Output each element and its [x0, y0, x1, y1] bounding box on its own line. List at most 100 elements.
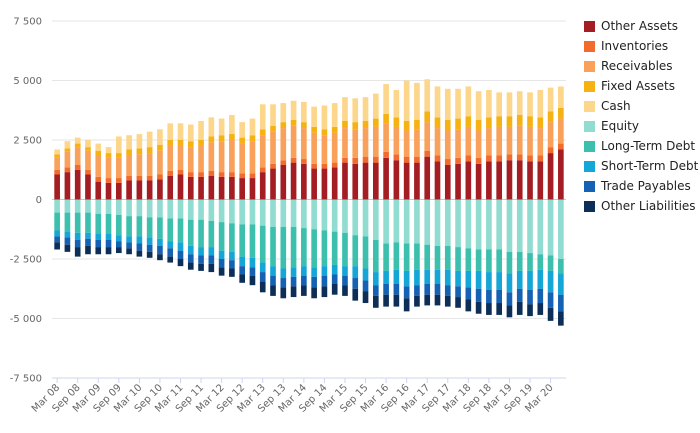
bar-segment: Trade Payables Dec 08: -300: [85, 238, 91, 246]
bar-segment: Receivables Mar 12: 1300: [218, 141, 225, 173]
bar-segment: Trade Payables Dec 14: -400: [331, 274, 338, 284]
bar-segment: Fixed Assets Dec 17: 450: [455, 118, 461, 130]
bar-segment: Fixed Assets Jun 18: 450: [475, 119, 482, 131]
bar-segment: Trade Payables Sep 15: -450: [362, 280, 369, 292]
bar-segment: Long-Term Debt Jun 20: -600: [558, 259, 564, 274]
bar-segment: Cash Sep 14: 1000: [321, 105, 328, 130]
legend-item[interactable]: Other Assets: [584, 16, 698, 36]
bar-segment: Cash Dec 17: 1250: [455, 88, 461, 119]
bar-segment: Other Liabilities Dec 08: -350: [85, 245, 91, 255]
bar-segment: Short-Term Debt Dec 08: -250: [85, 232, 91, 239]
bar-segment: Short-Term Debt Dec 12: -400: [249, 257, 256, 268]
bar-segment: Other Assets Jun 19: 1650: [516, 160, 523, 200]
bar-segment: Other Assets Dec 09: 800: [126, 180, 132, 200]
bar-segment: Receivables Dec 16: 1150: [414, 129, 420, 157]
bar-segment: Inventories Dec 19: 250: [537, 155, 544, 162]
bar-segment: Inventories Sep 12: 200: [239, 173, 245, 179]
bar-segment: Cash Jun 08: 300: [64, 141, 71, 149]
bar-segment: Short-Term Debt Jun 09: -250: [105, 234, 112, 240]
bar-segment: Other Liabilities Dec 14: -450: [331, 283, 338, 295]
bar-segment: Cash Sep 18: 1150: [486, 90, 492, 118]
bar-segment: Fixed Assets Jun 08: 150: [64, 148, 71, 152]
bar-segment: Fixed Assets Dec 10: 250: [167, 140, 174, 146]
bar-segment: Receivables Mar 18: 1200: [465, 126, 472, 156]
legend-item[interactable]: Equity: [584, 116, 698, 136]
legend-item[interactable]: Receivables: [584, 56, 698, 76]
y-tick-label: -7 500: [10, 374, 42, 385]
bar-segment: Other Assets Sep 19: 1600: [527, 161, 533, 200]
bar-segment: Long-Term Debt Jun 13: -1650: [270, 226, 276, 267]
bar-segment: Fixed Assets Dec 18: 450: [496, 116, 502, 127]
legend-item[interactable]: Fixed Assets: [584, 76, 698, 96]
legend-item[interactable]: Cash: [584, 96, 698, 116]
bar-segment: Fixed Assets Sep 08: 150: [74, 143, 81, 148]
bar-segment: Short-Term Debt Jun 15: -500: [352, 266, 359, 279]
legend-label: Long-Term Debt: [601, 139, 696, 153]
legend-item[interactable]: Trade Payables: [584, 176, 698, 196]
bar-segment: Inventories Mar 11: 200: [177, 169, 184, 175]
bar-segment: Cash Dec 18: 1000: [496, 92, 502, 117]
bar-segment: Cash Jun 15: 1000: [352, 98, 359, 123]
bar-segment: Short-Term Debt Jun 14: -400: [311, 267, 317, 277]
bar-segment: Cash Mar 14: 850: [301, 101, 307, 123]
bar-segment: Short-Term Debt Jun 20: -900: [558, 273, 564, 295]
bar-segment: Short-Term Debt Dec 18: -750: [496, 272, 502, 290]
bar-segment: Receivables Jun 18: 1150: [475, 130, 482, 158]
bar-segment: Long-Term Debt Sep 08: -850: [74, 212, 81, 233]
bar-segment: Trade Payables Dec 19: -600: [537, 288, 544, 304]
bar-segment: Cash Sep 19: 1000: [527, 92, 533, 117]
bar-segment: Fixed Assets Mar 13: 250: [259, 129, 266, 136]
bar-segment: Inventories Dec 18: 250: [496, 155, 502, 162]
legend-swatch: [584, 200, 595, 212]
bar-segment: Receivables Dec 19: 1150: [537, 128, 544, 156]
bar-segment: Fixed Assets Mar 11: 250: [177, 140, 184, 146]
bar-segment: Trade Payables Mar 16: -450: [383, 283, 389, 295]
bar-segment: Other Assets Sep 08: 1250: [74, 169, 81, 200]
bar-segment: Trade Payables Dec 09: -250: [126, 242, 132, 249]
bar-segment: Other Liabilities Sep 15: -500: [362, 291, 369, 304]
bar-segment: Long-Term Debt Sep 16: -1150: [403, 243, 410, 271]
bar-segment: Other Liabilities Mar 14: -450: [301, 285, 307, 296]
bar-segment: Receivables Sep 19: 1200: [527, 126, 533, 156]
bar-segment: Short-Term Debt Mar 13: -400: [259, 262, 266, 273]
bar-segment: Equity Jun 13: -1150: [270, 199, 276, 227]
bar-segment: Short-Term Debt Sep 16: -650: [403, 270, 410, 287]
bar-segment: Long-Term Debt Sep 13: -1750: [280, 226, 287, 269]
bar-segment: Inventories Jun 17: 250: [434, 155, 441, 162]
bar-segment: Other Liabilities Dec 10: -250: [167, 256, 174, 263]
legend-item[interactable]: Other Liabilities: [584, 196, 698, 216]
bar-segment: Equity Sep 11: -850: [198, 199, 204, 220]
bar-segment: Short-Term Debt Mar 20: -900: [547, 270, 554, 293]
bar-segment: Fixed Assets Jun 14: 250: [311, 126, 317, 133]
legend-item[interactable]: Short-Term Debt: [584, 156, 698, 176]
bar-segment: Equity Sep 12: -1050: [239, 199, 245, 225]
bar-segment: Equity Jun 16: -1800: [393, 199, 400, 243]
bar-segment: Other Liabilities Sep 11: -300: [198, 263, 204, 271]
bar-segment: Cash Dec 19: 1150: [537, 90, 544, 118]
bar-segment: Receivables Jun 15: 1200: [352, 129, 359, 158]
bar-segment: Fixed Assets Dec 09: 250: [126, 149, 132, 156]
bar-segment: Inventories Dec 08: 200: [85, 169, 91, 175]
bar-segment: Equity Sep 10: -750: [157, 199, 163, 218]
bar-segment: Cash Sep 11: 800: [198, 120, 204, 140]
bar-segment: Inventories Sep 10: 200: [157, 174, 163, 180]
bar-segment: Equity Mar 13: -1100: [259, 199, 266, 226]
bar-segment: Other Assets Sep 10: 850: [157, 179, 163, 200]
bar-segment: Cash Dec 16: 1550: [414, 82, 420, 120]
bar-segment: Other Assets Jun 08: 1150: [64, 172, 71, 200]
legend-item[interactable]: Inventories: [584, 36, 698, 56]
bar-segment: Long-Term Debt Dec 15: -1350: [372, 239, 379, 273]
bar-segment: Fixed Assets Mar 12: 250: [218, 135, 225, 142]
bar-segment: Cash Sep 10: 650: [157, 129, 163, 145]
bar-segment: Short-Term Debt Mar 16: -550: [383, 270, 389, 284]
bar-segment: Other Assets Dec 14: 1350: [331, 167, 338, 200]
bar-segment: Receivables Sep 12: 1250: [239, 143, 245, 174]
bar-segment: Cash Sep 08: 250: [74, 137, 81, 144]
bar-segment: Other Liabilities Sep 08: -400: [74, 247, 81, 257]
bar-segment: Other Assets Dec 17: 1500: [455, 163, 461, 200]
bar-segment: Long-Term Debt Jun 17: -1000: [434, 245, 441, 270]
bar-segment: Equity Jun 14: -1250: [311, 199, 317, 230]
legend-item[interactable]: Long-Term Debt: [584, 136, 698, 156]
bar-segment: Short-Term Debt Sep 15: -500: [362, 268, 369, 281]
